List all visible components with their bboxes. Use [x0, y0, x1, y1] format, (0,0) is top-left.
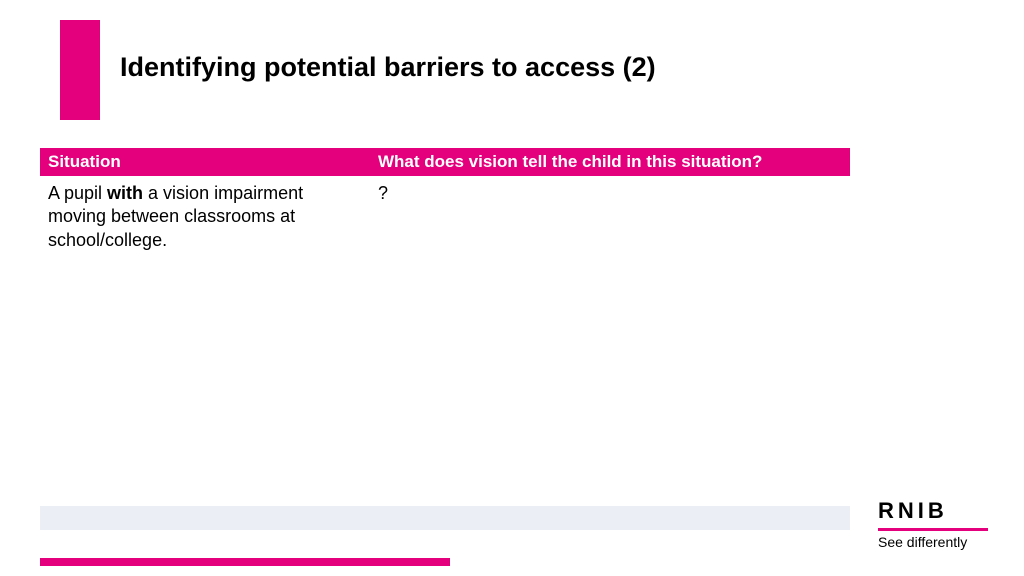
- bottom-accent-bar: [40, 558, 450, 566]
- page-title: Identifying potential barriers to access…: [120, 52, 656, 83]
- barriers-table: Situation What does vision tell the chil…: [40, 148, 850, 530]
- col-header-vision: What does vision tell the child in this …: [370, 148, 850, 176]
- slide: Identifying potential barriers to access…: [0, 0, 1024, 576]
- table-footer-row: [40, 506, 850, 530]
- logo-tagline: See differently: [878, 534, 988, 550]
- cell-situation: A pupil with a vision impairment moving …: [40, 176, 370, 506]
- accent-block: [60, 20, 100, 120]
- situation-text-pre: A pupil: [48, 183, 107, 203]
- situation-text-bold: with: [107, 183, 143, 203]
- logo-divider: [878, 528, 988, 531]
- col-header-situation: Situation: [40, 148, 370, 176]
- cell-answer: ?: [370, 176, 850, 506]
- logo-text: RNIB: [878, 498, 988, 524]
- table-header-row: Situation What does vision tell the chil…: [40, 148, 850, 176]
- table-row: A pupil with a vision impairment moving …: [40, 176, 850, 506]
- footer-cell: [40, 506, 370, 530]
- logo: RNIB See differently: [878, 498, 988, 550]
- footer-cell: [370, 506, 850, 530]
